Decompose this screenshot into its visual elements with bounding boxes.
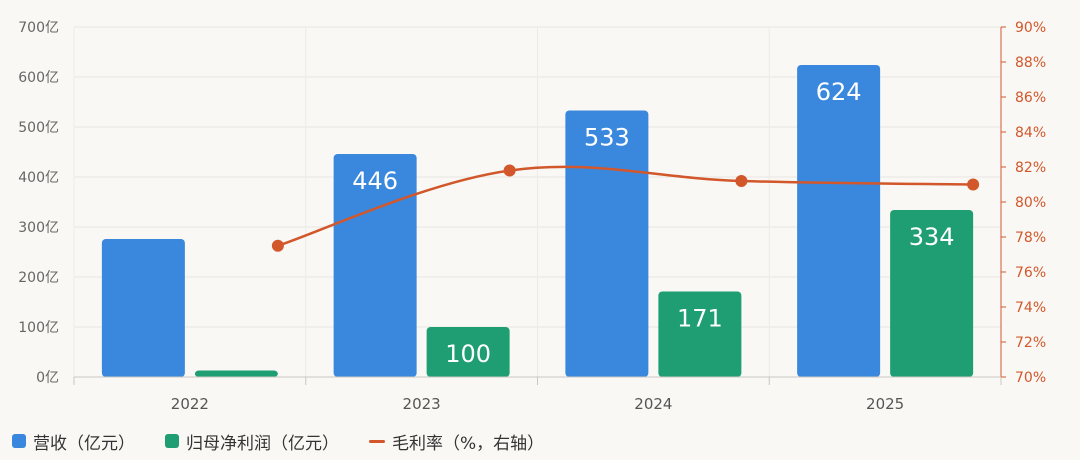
y-right-tick-label: 70% bbox=[1015, 370, 1046, 386]
y-right-tick-label: 78% bbox=[1015, 230, 1046, 246]
bar-net-profit bbox=[426, 327, 510, 377]
y-right-tick-label: 72% bbox=[1015, 335, 1046, 351]
point-gross-margin bbox=[271, 239, 284, 252]
y-left-tick-label: 400亿 bbox=[18, 170, 59, 186]
chart-svg: 0亿 100亿 200亿 300亿 400亿 500亿 600亿 700亿 70% 72% 74% 7… bbox=[18, 20, 1046, 413]
line-gross-margin bbox=[277, 165, 974, 247]
bar-revenue bbox=[101, 239, 185, 377]
point-gross-margin bbox=[503, 164, 516, 177]
legend-item-revenue[interactable]: 营收（亿元） bbox=[12, 429, 135, 454]
y-left-tick-label: 0亿 bbox=[36, 370, 59, 386]
point-gross-margin bbox=[967, 178, 980, 191]
legend-label-net-profit: 归母净利润（亿元） bbox=[186, 433, 339, 454]
bar-net-profit bbox=[890, 210, 974, 377]
y-right-tick-label: 88% bbox=[1015, 55, 1046, 71]
y-left-tick-label: 500亿 bbox=[18, 120, 59, 136]
legend-label-revenue: 营收（亿元） bbox=[33, 433, 135, 454]
bar-data-label: 624 bbox=[816, 78, 862, 106]
bar-data-label: 446 bbox=[352, 167, 398, 195]
legend-swatch-revenue bbox=[12, 434, 26, 448]
y-right-tick-label: 90% bbox=[1015, 20, 1046, 36]
bar-data-label: 171 bbox=[677, 305, 723, 333]
y-left-tick-label: 100亿 bbox=[18, 320, 59, 336]
x-tick-label: 2025 bbox=[866, 395, 904, 413]
y-right-tick-label: 82% bbox=[1015, 160, 1046, 176]
bar-net-profit bbox=[194, 370, 278, 377]
y-left-tick-label: 600亿 bbox=[18, 70, 59, 86]
legend-label-gross-margin: 毛利率（%，右轴） bbox=[392, 433, 545, 454]
bar-revenue bbox=[565, 110, 649, 377]
y-right-tick-label: 74% bbox=[1015, 300, 1046, 316]
y-right-tick-label: 86% bbox=[1015, 90, 1046, 106]
y-right-tick-label: 76% bbox=[1015, 265, 1046, 281]
x-tick-label: 2024 bbox=[634, 395, 672, 413]
legend-swatch-gross-margin bbox=[369, 439, 385, 443]
bar-data-label: 334 bbox=[909, 223, 955, 251]
bar-data-label: 533 bbox=[584, 124, 630, 152]
y-left-tick-label: 300亿 bbox=[18, 220, 59, 236]
y-left-tick-label: 700亿 bbox=[18, 20, 59, 36]
y-right-tick-label: 80% bbox=[1015, 195, 1046, 211]
x-tick-label: 2023 bbox=[403, 395, 441, 413]
y-right-tick-label: 84% bbox=[1015, 125, 1046, 141]
legend-item-gross-margin[interactable]: 毛利率（%，右轴） bbox=[369, 429, 544, 454]
legend-item-net-profit[interactable]: 归母净利润（亿元） bbox=[165, 429, 339, 454]
point-gross-margin bbox=[735, 175, 748, 187]
x-tick-label: 2022 bbox=[171, 395, 209, 413]
bar-net-profit bbox=[658, 291, 742, 377]
bar-revenue bbox=[333, 154, 417, 377]
legend-swatch-net-profit bbox=[165, 434, 179, 448]
legend: 营收（亿元） 归母净利润（亿元） 毛利率（%，右轴） bbox=[12, 429, 544, 454]
bar-revenue bbox=[797, 65, 881, 377]
bar-data-label: 100 bbox=[445, 340, 491, 368]
y-left-tick-label: 200亿 bbox=[18, 270, 59, 286]
